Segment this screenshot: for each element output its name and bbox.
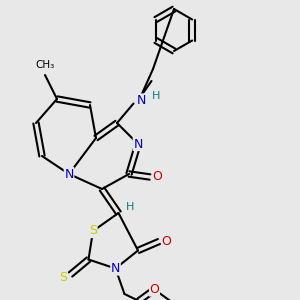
Text: O: O	[162, 235, 171, 248]
Text: N: N	[111, 262, 120, 275]
Text: O: O	[150, 283, 159, 296]
Text: H: H	[126, 202, 135, 212]
Text: O: O	[153, 170, 162, 184]
Text: N: N	[133, 137, 143, 151]
Text: S: S	[59, 271, 67, 284]
Text: N: N	[136, 94, 146, 107]
Text: H: H	[152, 91, 160, 101]
Text: CH₃: CH₃	[35, 61, 55, 70]
Text: S: S	[89, 224, 97, 238]
Text: N: N	[64, 167, 74, 181]
